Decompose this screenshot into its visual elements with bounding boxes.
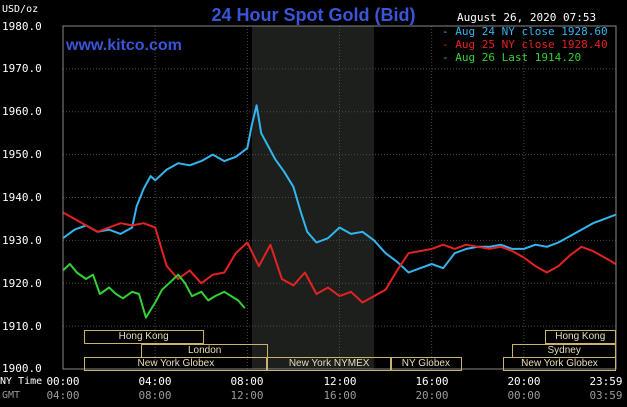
legend-label: Aug 25 NY close 1928.40 xyxy=(455,38,608,51)
session-band-label: London xyxy=(141,344,269,358)
x-tick-label-gmt: 16:00 xyxy=(323,389,357,402)
x-tick-label-gmt: 00:00 xyxy=(507,389,541,402)
watermark-text: www.kitco.com xyxy=(66,37,182,54)
x-tick-label-gmt: 20:00 xyxy=(415,389,449,402)
y-tick-label: 1900.0 xyxy=(2,362,42,375)
shaded-session-band xyxy=(251,26,375,369)
session-band-label: New York Globex xyxy=(503,357,616,371)
x-tick-label-ny: 23:59 xyxy=(589,375,623,388)
x-row-label-ny: NY Time xyxy=(0,376,43,387)
series-line-1 xyxy=(62,104,617,274)
x-tick-label-ny: 12:00 xyxy=(323,375,357,388)
session-band-label: Sydney xyxy=(512,344,616,358)
legend-swatch: - xyxy=(442,25,456,38)
y-tick-label: 1970.0 xyxy=(2,62,42,75)
legend-entry-aug24: - Aug 24 NY close 1928.60 xyxy=(442,25,608,38)
legend-swatch: - xyxy=(442,51,456,64)
series-line-2 xyxy=(62,211,617,304)
x-tick-label-ny: 04:00 xyxy=(138,375,172,388)
gridlines xyxy=(63,26,616,369)
y-tick-label: 1910.0 xyxy=(2,320,42,333)
x-tick-label-ny: 20:00 xyxy=(507,375,541,388)
x-tick-label-ny: 00:00 xyxy=(46,375,80,388)
legend-swatch: - xyxy=(442,38,456,51)
y-axis-unit: USD/oz xyxy=(2,4,39,15)
session-band-label: NY Globex xyxy=(390,357,462,371)
x-tick-label-ny: 08:00 xyxy=(230,375,264,388)
series-line-3 xyxy=(62,263,246,319)
x-tick-label-gmt: 04:00 xyxy=(46,389,80,402)
x-tick-label-gmt: 12:00 xyxy=(230,389,264,402)
session-band-label: New York NYMEX xyxy=(265,357,393,371)
legend-entry-aug25: - Aug 25 NY close 1928.40 xyxy=(442,38,608,51)
y-tick-label: 1940.0 xyxy=(2,191,42,204)
session-band-label: Hong Kong xyxy=(544,330,616,344)
series-lines xyxy=(62,104,617,319)
session-band-label: New York Globex xyxy=(83,357,269,371)
legend-label: Aug 24 NY close 1928.60 xyxy=(455,25,608,38)
y-tick-label: 1920.0 xyxy=(2,277,42,290)
legend-entry-aug26: - Aug 26 Last 1914.20 xyxy=(442,51,581,64)
y-tick-label: 1950.0 xyxy=(2,148,42,161)
legend-label: Aug 26 Last 1914.20 xyxy=(455,51,582,64)
x-tick-label-gmt: 03:59 xyxy=(589,389,623,402)
session-band-label: Hong Kong xyxy=(83,330,204,344)
x-row-label-gmt: GMT xyxy=(2,390,21,401)
y-tick-label: 1960.0 xyxy=(2,105,42,118)
y-tick-label: 1930.0 xyxy=(2,234,42,247)
x-tick-label-gmt: 08:00 xyxy=(138,389,172,402)
x-tick-label-ny: 16:00 xyxy=(415,375,449,388)
chart-title: 24 Hour Spot Gold (Bid) xyxy=(211,5,416,25)
chart-datestamp: August 26, 2020 07:53 xyxy=(457,11,597,24)
y-tick-label: 1980.0 xyxy=(2,20,42,33)
